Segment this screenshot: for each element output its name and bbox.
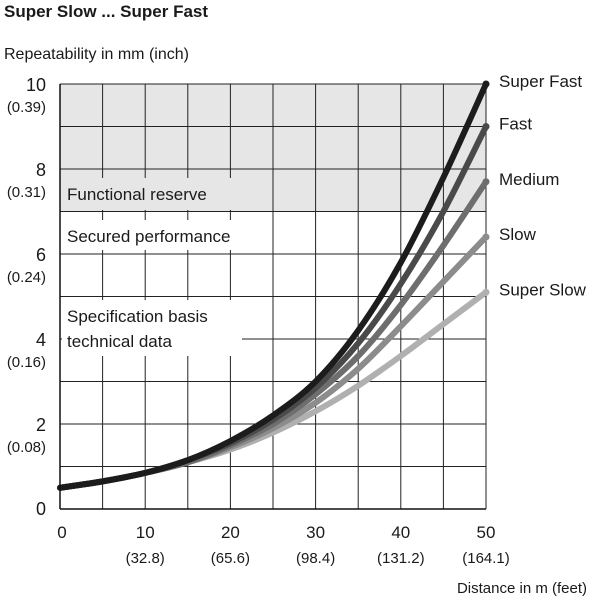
- series-label-super-fast: Super Fast: [499, 72, 582, 91]
- region-label-bg-1: [62, 220, 257, 250]
- y-tick-label: 4: [36, 330, 46, 350]
- series-end-super-slow: [482, 288, 490, 296]
- x-tick-label: 10: [136, 523, 155, 542]
- x-tick-sublabel: (98.4): [296, 550, 335, 567]
- series-label-medium: Medium: [499, 170, 559, 189]
- series-end-fast: [482, 123, 490, 130]
- series-label-fast: Fast: [499, 115, 532, 134]
- x-tick-label: 40: [391, 523, 410, 542]
- x-tick-label: 50: [477, 523, 496, 542]
- region-labels: Functional reserve Secured performance Spe…: [62, 178, 257, 356]
- y-axis-title: Repeatability in mm (inch): [4, 46, 189, 63]
- x-tick-label: 20: [221, 523, 240, 542]
- y-tick-sublabel: (0.16): [7, 354, 46, 371]
- series-label-super-slow: Super Slow: [499, 280, 587, 299]
- series-label-slow: Slow: [499, 225, 537, 244]
- y-tick-label: 8: [36, 160, 46, 180]
- annotation-bg: [62, 300, 242, 356]
- chart-title: Super Slow ... Super Fast: [4, 2, 209, 21]
- region-label-bg-0: [62, 178, 232, 210]
- x-tick-label: 30: [306, 523, 325, 542]
- y-tick-label: 2: [36, 415, 46, 435]
- x-tick-sublabel: (131.2): [377, 550, 425, 567]
- series-labels: Super Slow Slow Medium Fast Super Fast: [499, 72, 587, 299]
- x-tick-sublabel: (65.6): [211, 550, 250, 567]
- series-line-super-fast: [57, 81, 489, 491]
- x-axis-title: Distance in m (feet): [457, 580, 587, 597]
- annotation-line-2: technical data: [67, 332, 172, 351]
- y-tick-sublabel: (0.24): [7, 269, 46, 286]
- y-tick-label: 10: [26, 75, 46, 95]
- series-end-medium: [482, 178, 490, 186]
- series-end-slow: [482, 233, 490, 241]
- y-tick-sublabel: (0.31): [7, 184, 46, 201]
- x-tick-sublabel: (32.8): [126, 550, 165, 567]
- tick-labels: 0 2 (0.08) 4 (0.16) 6 (0.24) 8 (0.31) 10 (0.39) 0 10…: [7, 75, 510, 567]
- chart-series: [57, 80, 490, 491]
- annotation-line-1: Specification basis: [67, 307, 208, 326]
- region-label-functional-reserve: Functional reserve: [67, 185, 207, 204]
- x-tick-label: 0: [57, 523, 66, 542]
- region-label-secured-performance: Secured performance: [67, 227, 230, 246]
- chart-axes: [59, 84, 486, 510]
- x-tick-sublabel: (164.1): [462, 550, 510, 567]
- y-tick-sublabel: (0.39): [7, 99, 46, 116]
- y-tick-label: 0: [36, 499, 46, 519]
- y-tick-label: 6: [36, 245, 46, 265]
- y-tick-sublabel: (0.08): [7, 439, 46, 456]
- series-end-super-fast: [482, 80, 490, 88]
